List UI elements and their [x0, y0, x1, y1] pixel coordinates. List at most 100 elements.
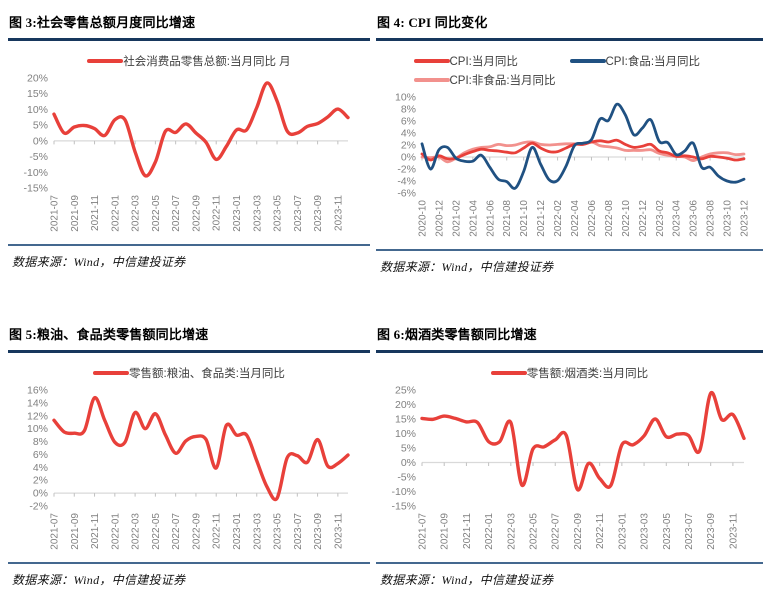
svg-text:8%: 8%: [401, 104, 416, 116]
svg-text:2021-02: 2021-02: [451, 200, 462, 237]
svg-text:2021-07: 2021-07: [418, 513, 429, 550]
svg-text:2021-11: 2021-11: [90, 195, 101, 231]
svg-text:2022-03: 2022-03: [506, 513, 517, 550]
svg-text:10%: 10%: [395, 92, 416, 104]
chart-legend: CPI:当月同比 CPI:食品:当月同比 CPI:非食品:当月同比: [413, 53, 726, 88]
svg-text:2022-01: 2022-01: [110, 195, 121, 232]
svg-text:20%: 20%: [395, 399, 416, 411]
legend-label: CPI:食品:当月同比: [605, 56, 701, 68]
svg-text:2%: 2%: [33, 475, 48, 487]
svg-text:-6%: -6%: [397, 188, 416, 200]
svg-text:2022-07: 2022-07: [171, 513, 182, 550]
svg-text:6%: 6%: [33, 449, 48, 461]
svg-text:10%: 10%: [27, 423, 48, 435]
data-source: 数据来源：Wind，中信建投证券: [12, 255, 186, 269]
svg-text:15%: 15%: [395, 414, 416, 426]
figure-panel-6: 图 6:烟酒类零售额同比增速 零售额:烟酒类:当月同比 25% 20% 15% 10%…: [376, 322, 763, 589]
svg-text:2023-11: 2023-11: [333, 195, 344, 231]
legend-line-swatch: [569, 59, 606, 63]
svg-text:5%: 5%: [33, 120, 48, 132]
svg-text:2023-10: 2023-10: [723, 200, 734, 237]
svg-text:-4%: -4%: [397, 176, 416, 188]
svg-text:2022-09: 2022-09: [573, 513, 584, 550]
svg-text:2023-09: 2023-09: [706, 513, 717, 550]
svg-text:2023-11: 2023-11: [333, 513, 344, 549]
figure-grid: 图 3:社会零售总额月度同比增速 社会消费品零售总额:当月同比 月 20% 15%…: [8, 10, 763, 589]
svg-text:2021-11: 2021-11: [90, 513, 101, 549]
svg-text:2022-10: 2022-10: [621, 200, 632, 237]
svg-text:25%: 25%: [395, 385, 416, 397]
svg-text:2022-06: 2022-06: [587, 200, 598, 237]
chart-legend: 零售额:烟酒类:当月同比: [376, 365, 763, 381]
data-source: 数据来源：Wind，中信建投证券: [380, 260, 554, 274]
svg-text:2023-01: 2023-01: [232, 513, 243, 550]
svg-text:20%: 20%: [27, 73, 48, 85]
svg-text:2023-01: 2023-01: [232, 195, 243, 232]
legend-line-swatch: [413, 78, 450, 82]
svg-text:2022-09: 2022-09: [191, 513, 202, 550]
svg-text:2020-12: 2020-12: [434, 200, 445, 237]
svg-text:10%: 10%: [395, 428, 416, 440]
svg-text:2022-03: 2022-03: [131, 513, 142, 550]
svg-text:16%: 16%: [27, 385, 48, 397]
svg-text:2%: 2%: [401, 140, 416, 152]
tobacco-alcohol-retail-line-chart: 25% 20% 15% 10% 5% 0% -5% -10% -15%2021-07 2021-0…: [391, 385, 746, 550]
cpi-line-chart: 10%8%6%4%2%0%-2%-4%-6%2020-10 2020-12 2021…: [395, 92, 751, 237]
svg-text:2022-05: 2022-05: [151, 195, 162, 232]
source-row: 数据来源：Wind，中信建投证券: [376, 562, 763, 589]
legend-item: CPI:食品:当月同比: [569, 53, 726, 69]
svg-text:2023-07: 2023-07: [684, 513, 695, 550]
svg-text:2022-07: 2022-07: [171, 195, 182, 232]
svg-text:2022-01: 2022-01: [484, 513, 495, 550]
svg-text:2023-03: 2023-03: [640, 513, 651, 550]
source-row: 数据来源：Wind，中信建投证券: [376, 249, 763, 276]
legend-item: CPI:非食品:当月同比: [413, 72, 570, 88]
svg-text:2022-11: 2022-11: [212, 195, 223, 231]
svg-text:2021-11: 2021-11: [462, 513, 473, 549]
legend-label: 零售额:粮油、食品类:当月同比: [129, 368, 285, 380]
figure-title: 图 6:烟酒类零售额同比增速: [376, 322, 763, 353]
svg-text:2021-08: 2021-08: [502, 200, 513, 237]
svg-text:2023-03: 2023-03: [252, 513, 263, 550]
svg-text:2021-09: 2021-09: [440, 513, 451, 550]
svg-text:14%: 14%: [27, 397, 48, 409]
svg-text:2022-01: 2022-01: [110, 513, 121, 550]
svg-text:0%: 0%: [33, 135, 48, 147]
chart-legend: 社会消费品零售总额:当月同比 月: [8, 53, 370, 69]
svg-text:-2%: -2%: [397, 164, 416, 176]
svg-text:2023-05: 2023-05: [662, 513, 673, 550]
figure-panel-3: 图 3:社会零售总额月度同比增速 社会消费品零售总额:当月同比 月 20% 15%…: [8, 10, 370, 276]
legend-line-swatch: [490, 371, 527, 375]
svg-text:2022-08: 2022-08: [604, 200, 615, 237]
chart-legend: 零售额:粮油、食品类:当月同比: [8, 365, 370, 381]
svg-text:2021-06: 2021-06: [485, 200, 496, 237]
legend-label: 零售额:烟酒类:当月同比: [526, 368, 649, 380]
legend-label: CPI:非食品:当月同比: [449, 75, 556, 87]
svg-text:2021-07: 2021-07: [50, 513, 61, 550]
svg-text:2022-02: 2022-02: [553, 200, 564, 237]
svg-text:2022-05: 2022-05: [151, 513, 162, 550]
svg-text:2022-07: 2022-07: [551, 513, 562, 550]
svg-text:2023-08: 2023-08: [706, 200, 717, 237]
svg-text:-10%: -10%: [23, 167, 48, 179]
svg-text:2021-12: 2021-12: [536, 200, 547, 237]
legend-label: CPI:当月同比: [449, 56, 518, 68]
data-source: 数据来源：Wind，中信建投证券: [12, 573, 186, 587]
svg-text:2021-09: 2021-09: [70, 195, 81, 232]
legend-line-swatch: [413, 59, 450, 63]
legend-item: CPI:当月同比: [413, 53, 570, 69]
svg-text:2021-04: 2021-04: [468, 200, 479, 237]
svg-text:2021-09: 2021-09: [70, 513, 81, 550]
svg-text:-15%: -15%: [391, 501, 416, 513]
svg-text:2023-07: 2023-07: [293, 195, 304, 232]
svg-text:2022-03: 2022-03: [131, 195, 142, 232]
svg-text:2023-03: 2023-03: [252, 195, 263, 232]
figure-title: 图 5:粮油、食品类零售额同比增速: [8, 322, 370, 353]
svg-text:2023-05: 2023-05: [273, 195, 284, 232]
svg-text:8%: 8%: [33, 436, 48, 448]
svg-text:2021-10: 2021-10: [519, 200, 530, 237]
svg-text:2020-10: 2020-10: [418, 200, 429, 237]
legend-item: 零售额:烟酒类:当月同比: [490, 365, 649, 381]
svg-text:2022-12: 2022-12: [638, 200, 649, 237]
data-source: 数据来源：Wind，中信建投证券: [380, 573, 554, 587]
